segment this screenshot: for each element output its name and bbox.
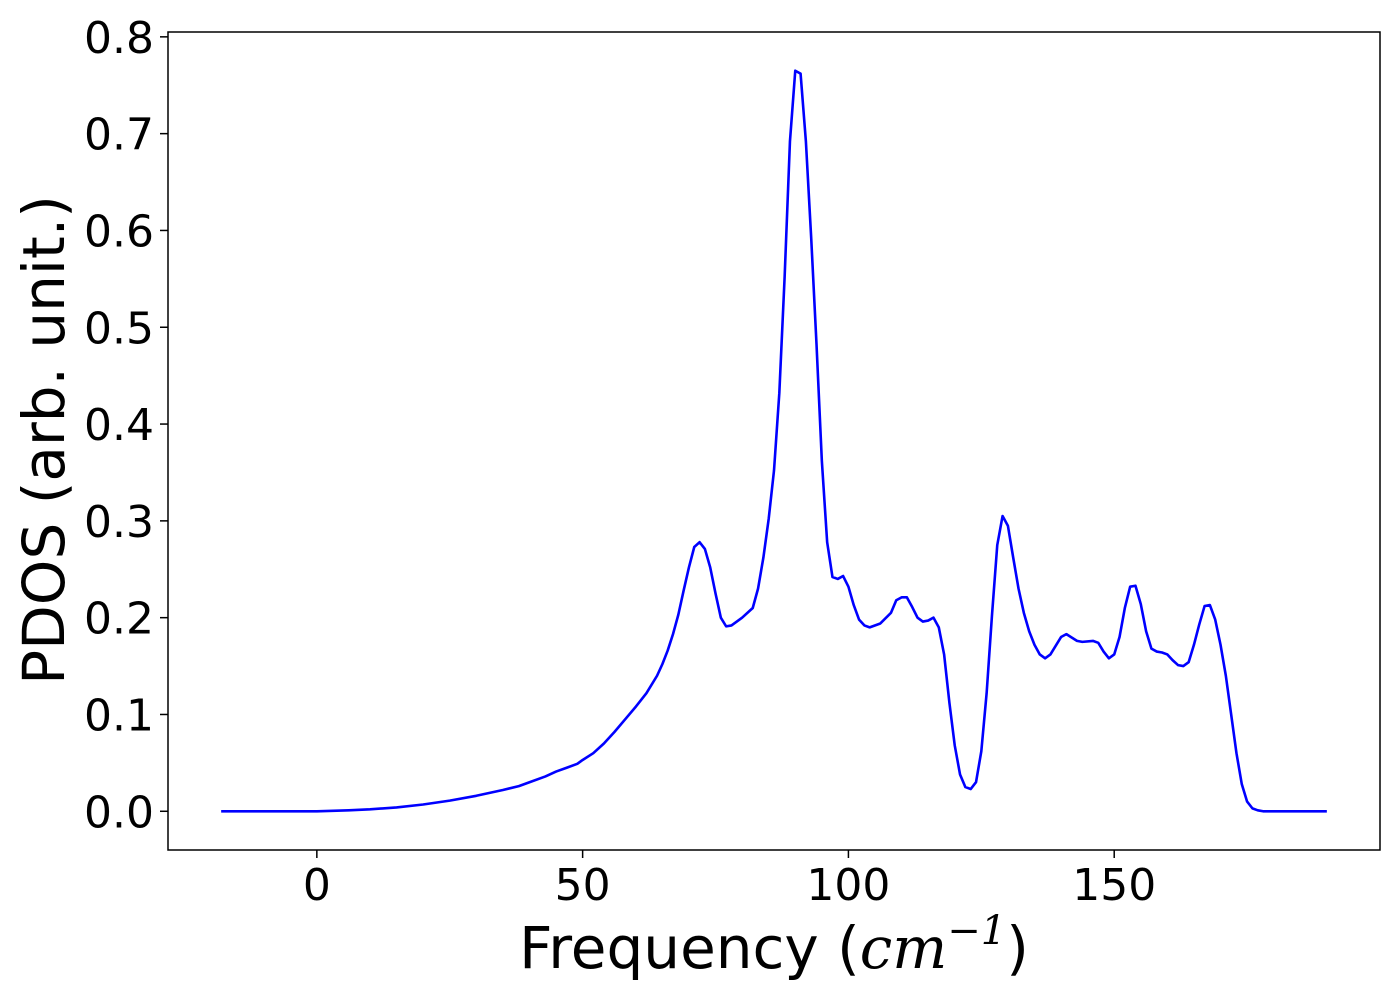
- x-tick-label: 150: [1072, 860, 1156, 911]
- x-tick-label: 100: [806, 860, 890, 911]
- x-axis-label-unit: cm: [860, 914, 947, 982]
- x-axis-label-prefix: Frequency (: [519, 914, 860, 982]
- y-tick-label: 0.6: [84, 206, 154, 257]
- ticks-layer: 0 50 100 150 0.0 0.1 0.2 0.3 0.4 0.5 0.6 0.7 0.8: [84, 13, 1156, 911]
- y-tick-label: 0.1: [84, 690, 154, 741]
- series-layer: [221, 69, 1327, 813]
- x-axis-label-exponent: −1: [947, 908, 1006, 954]
- y-tick-label: 0.5: [84, 303, 154, 354]
- y-tick-label: 0.7: [84, 110, 154, 161]
- x-axis-label-suffix: ): [1006, 914, 1029, 982]
- x-tick-label: 0: [303, 860, 331, 911]
- y-tick-label: 0.3: [84, 497, 154, 548]
- x-tick-label: 50: [555, 860, 611, 911]
- y-axis-label: PDOS (arb. unit.): [10, 195, 78, 685]
- y-tick-label: 0.4: [84, 400, 154, 451]
- plot-frame: [167, 31, 1381, 851]
- series-line: [221, 69, 1327, 813]
- x-axis-label: Frequency (cm−1): [519, 908, 1029, 982]
- y-tick-label: 0.8: [84, 13, 154, 64]
- y-tick-label: 0.0: [84, 787, 154, 838]
- y-tick-label: 0.2: [84, 594, 154, 645]
